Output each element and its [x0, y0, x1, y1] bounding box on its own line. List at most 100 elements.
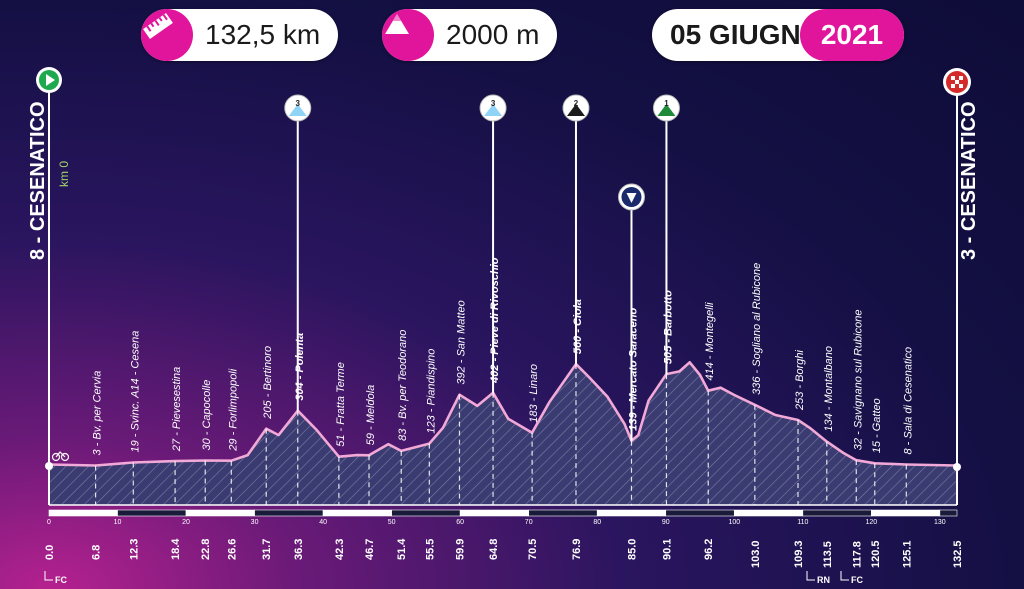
scale-segment — [802, 509, 872, 517]
finish-note-right: FC — [851, 575, 863, 585]
waypoint-label: 505 - Barbotto — [662, 290, 674, 364]
waypoint-label: 139 - Mercato Saraceno — [627, 308, 639, 431]
scale-tick-label: 10 — [114, 519, 122, 526]
km-label: 70.5 — [527, 539, 539, 560]
distance-pill: 132,5 km — [141, 9, 339, 61]
scale-segment — [185, 509, 255, 517]
km-label: 42.3 — [334, 539, 346, 560]
km-label: 117.8 — [851, 541, 863, 568]
scale-segment — [733, 509, 804, 517]
waypoint-label: 59 - Meldola — [365, 385, 377, 446]
waypoint-label: 51 - Fratta Terme — [335, 362, 347, 447]
distance-value: 132,5 km — [205, 19, 321, 50]
date-value: 05 GIUGNO — [670, 19, 823, 50]
finish-checkered-flag-icon — [959, 76, 963, 80]
finish-note-left-arrow — [806, 571, 815, 581]
waypoint-label: 134 - Montalbano — [823, 346, 835, 432]
km-label: 26.6 — [226, 539, 238, 560]
waypoint-label: 29 - Forlimpopoli — [227, 368, 239, 451]
waypoint-label: 183 - Linaro — [528, 364, 540, 423]
km-scale — [48, 509, 958, 517]
scale-segment — [528, 509, 598, 517]
scale-segment — [596, 509, 667, 517]
waypoint-label: 253 - Borghi — [794, 349, 806, 410]
km-label: 96.2 — [703, 539, 715, 560]
scale-segment — [939, 509, 958, 517]
scale-tick-label: 30 — [251, 519, 259, 526]
climb-mountain-icon — [288, 104, 307, 116]
km-label: 103.0 — [750, 540, 762, 568]
waypoint-label: 30 - Capocolle — [201, 380, 213, 451]
km-label: 59.9 — [454, 539, 466, 560]
climb-category-label: 3 — [296, 99, 301, 108]
start-note: FC — [55, 575, 67, 585]
km-label: 85.0 — [626, 539, 638, 560]
scale-segment — [665, 509, 735, 517]
scale-segment — [871, 509, 941, 517]
scale-segment — [117, 509, 187, 517]
finish-note-left: RN — [817, 575, 830, 585]
start-city-label: 8 - CESENATICO — [27, 101, 49, 260]
elevation-pill: 2000 m — [382, 9, 558, 61]
finish-note-right-arrow — [840, 571, 849, 581]
climb-category-label: 2 — [574, 99, 579, 108]
scale-tick-label: 60 — [456, 519, 464, 526]
waypoint-label: 19 - Svinc. A14 - Cesena — [129, 331, 141, 453]
start-km-label: km 0 — [57, 160, 71, 187]
km-label: 0.0 — [44, 545, 56, 560]
km-label: 46.7 — [364, 539, 376, 560]
scale-tick-label: 130 — [934, 519, 946, 526]
km-label: 109.3 — [793, 540, 805, 568]
start-dot — [45, 462, 53, 470]
ruler-icon — [141, 9, 193, 61]
km-label: 36.3 — [293, 539, 305, 560]
waypoint-label: 15 - Gatteo — [871, 398, 883, 453]
mountain-icon — [382, 9, 434, 61]
start-note-arrow — [44, 571, 53, 581]
scale-segment — [322, 509, 392, 517]
scale-tick-label: 90 — [662, 519, 670, 526]
km-label: 113.5 — [822, 541, 834, 568]
date-pill: 05 GIUGNO 2021 — [652, 9, 904, 61]
waypoint-label: 205 - Bertinoro — [262, 346, 274, 420]
km-label: 120.5 — [870, 540, 882, 568]
scale-tick-label: 70 — [525, 519, 533, 526]
scale-tick-label: 120 — [865, 519, 877, 526]
bike-icon — [60, 452, 70, 462]
waypoint-label: 392 - San Matteo — [455, 300, 467, 384]
start-play-icon — [46, 74, 55, 86]
scale-tick-label: 20 — [182, 519, 190, 526]
km-label: 6.8 — [91, 545, 103, 560]
waypoint-label: 27 - Pievesestina — [171, 367, 183, 452]
waypoint-label: 83 - Bv. per Teodorano — [397, 330, 409, 441]
climb-mountain-icon — [657, 104, 676, 116]
finish-city-label: 3 - CESENATICO — [958, 101, 980, 260]
waypoint-label: 32 - Savignano sul Rubicone — [852, 310, 864, 451]
km-label: 22.8 — [200, 539, 212, 560]
year-badge: 2021 — [800, 9, 904, 61]
scale-tick-label: 110 — [797, 519, 808, 526]
profile-line — [48, 360, 958, 467]
climb-mountain-icon — [566, 104, 585, 116]
km-label: 125.1 — [901, 540, 913, 568]
scale-tick-label: 80 — [593, 519, 601, 526]
profile-area — [49, 362, 957, 505]
scale-segment — [391, 509, 461, 517]
km-label: 90.1 — [661, 539, 673, 560]
climb-category-label: 3 — [491, 99, 496, 108]
scale-tick-label: 50 — [388, 519, 396, 526]
km-label: 132.5 — [952, 540, 964, 568]
km-label: 76.9 — [571, 539, 583, 560]
km-label: 64.8 — [488, 539, 500, 560]
bike-icon — [51, 452, 61, 462]
scale-segment — [48, 509, 118, 517]
waypoint-label: 123 - Piandispino — [425, 349, 437, 434]
waypoint-label: 8 - Sala di Cesenatico — [902, 347, 914, 455]
waypoint-label: 560 - Ciola — [572, 299, 584, 354]
climb-mountain-icon — [484, 104, 503, 116]
finish-checkered-flag-icon — [955, 80, 959, 84]
km-label: 55.5 — [424, 539, 436, 560]
km-label: 12.3 — [128, 539, 140, 560]
